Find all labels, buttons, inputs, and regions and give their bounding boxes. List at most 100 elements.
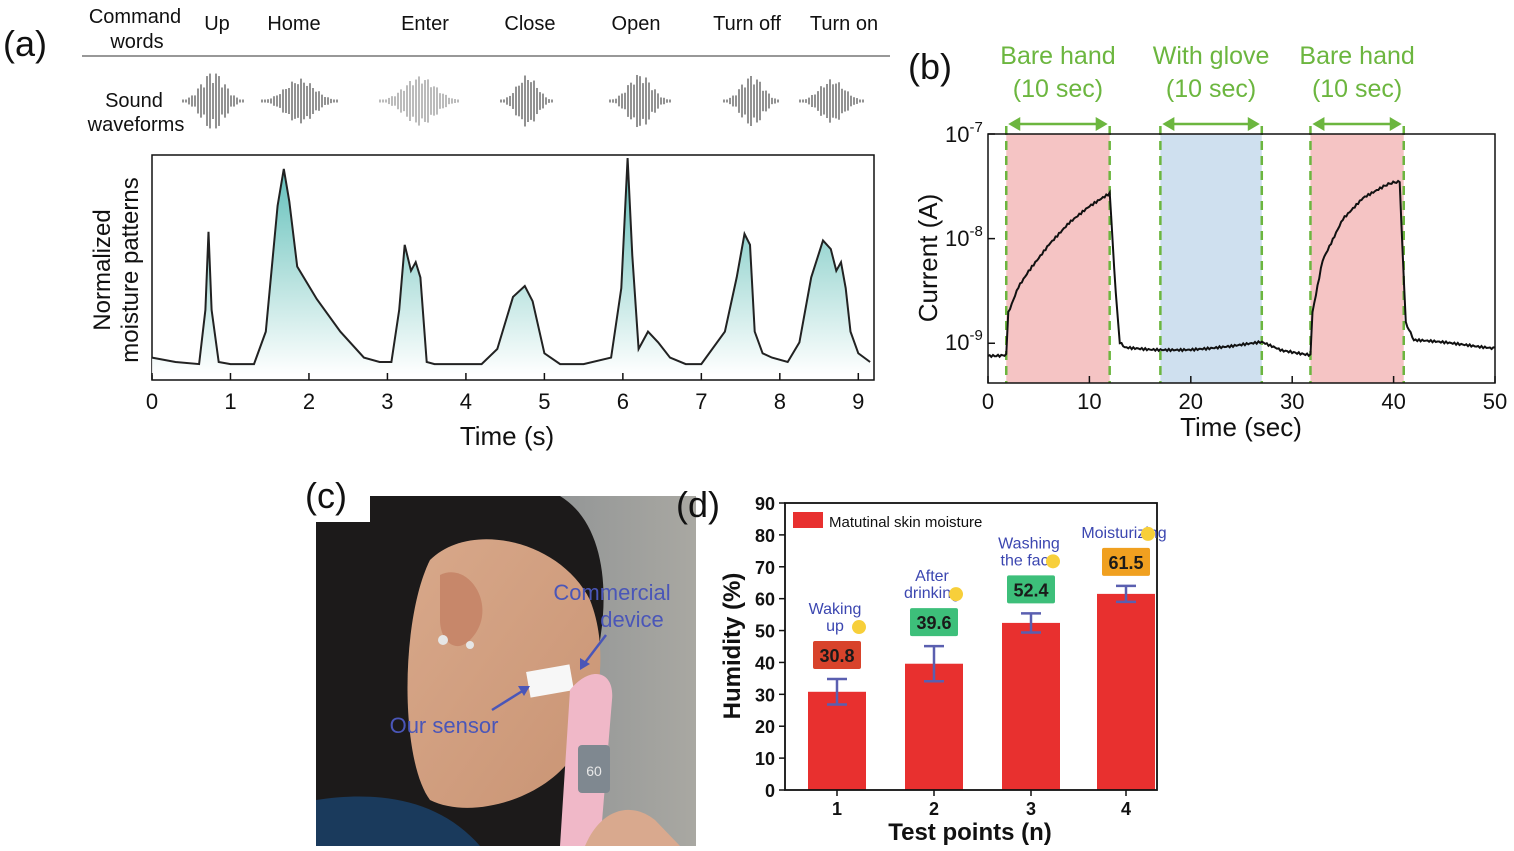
plot-b-frame	[987, 133, 1496, 384]
sensor-patch	[526, 664, 574, 698]
lcd-value: 61.5	[1108, 553, 1143, 573]
xtick-label: 0	[982, 389, 994, 414]
xtick-label: 40	[1381, 389, 1405, 414]
command-label: Open	[612, 13, 661, 35]
sound-waveform	[500, 75, 553, 127]
phase-arrowhead-left	[1008, 117, 1021, 131]
plot-d-xticks: 1 2 3 4	[832, 790, 1131, 819]
ytick-label: 90	[755, 494, 775, 514]
legend-swatch	[793, 512, 823, 528]
emoji-icon	[1046, 554, 1060, 569]
phase-duration: (10 sec)	[1166, 75, 1256, 103]
panel-a-label: (a)	[3, 23, 47, 64]
plot-a-xlabel: Time (s)	[460, 421, 554, 451]
annotation-text: the face	[1001, 552, 1058, 569]
annot-commercial-2: device	[600, 607, 664, 632]
lcd-value: 52.4	[1013, 580, 1048, 600]
xtick-label: 9	[852, 389, 864, 414]
ytick-label: 0	[765, 781, 775, 801]
sound-waveform	[799, 79, 864, 123]
xtick-label: 8	[774, 389, 786, 414]
lcd-display	[1007, 575, 1055, 604]
panel-a: (a) Command words Up Home Enter Close Open Tu…	[3, 6, 890, 451]
hand	[585, 809, 680, 846]
panel-c: 60 (c) Commercial device Our sensor	[300, 470, 696, 846]
lcd-display	[1102, 547, 1150, 576]
plot-d-yticks: 0 10 20 30 40 50 60 70 80 90	[755, 494, 785, 801]
plot-b-xticks: 0 10 20 30 40 50	[982, 376, 1507, 414]
sound-waveform	[379, 76, 459, 126]
humidity-bar	[905, 663, 963, 790]
lcd-value: 30.8	[819, 646, 854, 666]
phase-name: Bare hand	[1000, 42, 1115, 70]
plot-b-shaded-regions	[1005, 126, 1405, 383]
phase-arrowhead-right	[1389, 117, 1402, 131]
xtick-label: 50	[1483, 389, 1507, 414]
device-screen	[578, 745, 610, 793]
xtick-label: 0	[146, 389, 158, 414]
ytick-label: 50	[755, 622, 775, 642]
sound-waveform	[182, 73, 244, 129]
xtick-label: 1	[224, 389, 236, 414]
command-label: Enter	[401, 13, 449, 35]
xtick-label: 4	[460, 389, 472, 414]
xtick-label: 20	[1179, 389, 1203, 414]
lcd-display	[910, 608, 958, 637]
annotation-text: Washing	[998, 535, 1060, 552]
plot-d-xlabel: Test points (n)	[888, 819, 1052, 846]
arrow-commercial	[583, 634, 607, 665]
plot-a-frame	[151, 154, 875, 381]
xtick-label: 2	[303, 389, 315, 414]
phase-arrowhead-left	[1162, 117, 1175, 131]
arrowhead-commercial	[580, 658, 590, 670]
xtick-label: 1	[832, 799, 842, 819]
panel-d: (d) 0 10 20 30 40 50 60 70 80 90 1 2 3 4 Matutinal s…	[676, 484, 1167, 846]
plot-d-bars	[808, 584, 1155, 790]
ear	[440, 572, 483, 647]
ytick-label: 20	[755, 717, 775, 737]
sound-waveform	[609, 74, 671, 128]
annotation-text: drinking	[904, 585, 960, 602]
ytick-label: 70	[755, 558, 775, 578]
moisture-line	[151, 157, 871, 366]
shaded-region	[1160, 134, 1262, 383]
arrowhead-sensor	[518, 686, 530, 696]
arrow-sensor	[491, 688, 525, 712]
xtick-label: 3	[381, 389, 393, 414]
humidity-bar	[808, 691, 866, 790]
panel-d-label: (d)	[676, 484, 720, 525]
annotation-text: After	[915, 568, 949, 585]
panel-b: (b) 0 10 20 30 40 50 10-7 10-8 10-9 Time (sec…	[908, 42, 1507, 442]
ytick-label: 40	[755, 653, 775, 673]
moisture-area	[152, 158, 871, 375]
sound-waveforms	[182, 73, 864, 129]
annotation-text: Waking	[809, 601, 862, 618]
phase-name: Bare hand	[1299, 42, 1414, 70]
xtick-label: 2	[929, 799, 939, 819]
command-label: Close	[504, 13, 555, 35]
command-label: Up	[204, 13, 230, 35]
xtick-label: 4	[1121, 799, 1131, 819]
humidity-bar	[1097, 593, 1155, 790]
command-label: Home	[267, 13, 320, 35]
device-reading: 60	[586, 763, 602, 779]
panel-b-label: (b)	[908, 46, 952, 87]
plot-d-ylabel: Humidity (%)	[719, 573, 746, 720]
command-label: Turn off	[713, 13, 781, 35]
xtick-label: 5	[538, 389, 550, 414]
lcd-display	[813, 641, 861, 670]
annotation-text: up	[826, 618, 844, 635]
earring-2	[466, 641, 474, 649]
ytick-label: 30	[755, 685, 775, 705]
panel-c-label: (c)	[305, 475, 347, 516]
phase-duration: (10 sec)	[1013, 75, 1103, 103]
xtick-label: 6	[617, 389, 629, 414]
shaded-region	[1006, 134, 1110, 383]
phase-arrowhead-right	[1247, 117, 1260, 131]
current-line	[987, 179, 1495, 359]
plot-b-xlabel: Time (sec)	[1180, 412, 1302, 442]
phase-duration: (10 sec)	[1312, 75, 1402, 103]
plot-b-yticks: 10-7 10-8 10-9	[945, 119, 995, 355]
lcd-value: 39.6	[916, 613, 951, 633]
emoji-icon	[852, 620, 866, 635]
